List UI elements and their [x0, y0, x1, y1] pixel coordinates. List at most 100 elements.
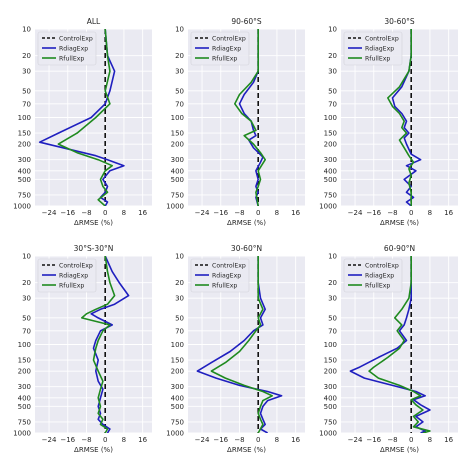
- y-tick-label: 70: [22, 327, 31, 335]
- legend-label-rdiagexp: RdiagExp: [212, 272, 241, 279]
- y-tick-label: 10: [22, 253, 31, 261]
- y-tick-label: 150: [18, 130, 31, 138]
- y-tick-label: 70: [22, 100, 31, 108]
- x-tick-label: 8: [122, 209, 126, 217]
- series-line-rfullexp: [387, 29, 415, 206]
- x-tick-label: 0: [409, 209, 413, 217]
- x-tick-label: 0: [103, 436, 107, 444]
- y-tick-label: 400: [18, 167, 31, 175]
- panel-title: 60-90°N: [384, 244, 415, 253]
- x-tick-label: −24: [42, 209, 57, 217]
- x-tick-label: −16: [366, 209, 381, 217]
- x-axis-label: ΔRMSE (%): [74, 219, 113, 227]
- x-tick-label: 8: [428, 209, 432, 217]
- y-tick-label: 400: [171, 167, 184, 175]
- x-axis-label: ΔRMSE (%): [227, 446, 266, 454]
- y-tick-label: 1000: [166, 203, 184, 211]
- x-tick-label: 16: [291, 209, 300, 217]
- y-tick-label: 750: [324, 191, 337, 199]
- legend: ControlExp RdiagExp RfullExp: [37, 31, 97, 66]
- legend-label-rfullexp: RfullExp: [365, 55, 390, 62]
- x-tick-label: −8: [234, 209, 244, 217]
- x-tick-label: −16: [60, 209, 75, 217]
- series-line-rfullexp: [368, 256, 431, 433]
- x-tick-label: −24: [348, 436, 363, 444]
- y-tick-label: 200: [324, 368, 337, 376]
- y-tick-label: 500: [324, 176, 337, 184]
- y-tick-label: 1000: [166, 430, 184, 438]
- y-tick-label: 100: [171, 341, 184, 349]
- y-tick-label: 30: [22, 295, 31, 303]
- y-tick-label: 10: [175, 26, 184, 34]
- legend-label-rfullexp: RfullExp: [59, 282, 84, 289]
- series-group: [234, 29, 266, 206]
- x-tick-label: −24: [348, 209, 363, 217]
- y-tick-label: 20: [328, 52, 337, 60]
- x-tick-label: 16: [444, 209, 453, 217]
- legend: ControlExp RdiagExp RfullExp: [343, 31, 403, 66]
- y-tick-label: 750: [324, 418, 337, 426]
- legend-label-rfullexp: RfullExp: [365, 282, 390, 289]
- legend: ControlExp RdiagExp RfullExp: [190, 31, 250, 66]
- x-tick-label: −16: [213, 436, 228, 444]
- y-tick-label: 50: [22, 87, 31, 95]
- legend: ControlExp RdiagExp RfullExp: [37, 258, 97, 293]
- legend-label-controlexp: ControlExp: [59, 35, 93, 42]
- series-group: [349, 256, 431, 433]
- y-tick-label: 50: [328, 314, 337, 322]
- legend-label-controlexp: ControlExp: [365, 262, 399, 269]
- legend-box: [37, 258, 97, 293]
- y-tick-label: 10: [328, 253, 337, 261]
- y-tick-label: 150: [171, 130, 184, 138]
- x-tick-label: −8: [81, 436, 91, 444]
- series-group: [387, 29, 422, 206]
- legend-box: [190, 31, 250, 66]
- y-tick-label: 50: [328, 87, 337, 95]
- panel-title: 30-60°N: [231, 244, 262, 253]
- legend-label-rfullexp: RfullExp: [212, 55, 237, 62]
- x-tick-label: 16: [138, 209, 147, 217]
- panel-title: 30-60°S: [384, 17, 415, 26]
- y-tick-label: 750: [171, 418, 184, 426]
- x-tick-label: −8: [81, 209, 91, 217]
- panel-title: 90-60°S: [231, 17, 262, 26]
- x-tick-label: −8: [387, 209, 397, 217]
- y-tick-label: 500: [18, 403, 31, 411]
- y-tick-label: 70: [328, 100, 337, 108]
- y-tick-label: 150: [324, 130, 337, 138]
- legend-box: [190, 258, 250, 293]
- y-tick-label: 50: [175, 314, 184, 322]
- legend: ControlExp RdiagExp RfullExp: [343, 258, 403, 293]
- legend-label-rdiagexp: RdiagExp: [365, 45, 394, 52]
- legend-label-controlexp: ControlExp: [59, 262, 93, 269]
- y-tick-label: 100: [18, 114, 31, 122]
- series-line-rdiagexp: [196, 256, 283, 433]
- y-tick-label: 200: [18, 368, 31, 376]
- y-tick-label: 200: [324, 141, 337, 149]
- series-line-rdiagexp: [238, 29, 264, 206]
- panel-title: ALL: [87, 17, 101, 26]
- legend-box: [343, 31, 403, 66]
- y-tick-label: 750: [18, 418, 31, 426]
- y-tick-label: 20: [175, 279, 184, 287]
- y-tick-label: 500: [18, 176, 31, 184]
- y-tick-label: 20: [22, 279, 31, 287]
- legend-label-controlexp: ControlExp: [212, 35, 246, 42]
- x-axis-label: ΔRMSE (%): [380, 219, 419, 227]
- y-tick-label: 30: [175, 68, 184, 76]
- legend-box: [37, 31, 97, 66]
- series-line-rfullexp: [210, 256, 273, 433]
- x-tick-label: 16: [291, 436, 300, 444]
- y-tick-label: 1000: [319, 203, 337, 211]
- y-tick-label: 10: [328, 26, 337, 34]
- x-tick-label: −8: [234, 436, 244, 444]
- y-tick-label: 30: [328, 68, 337, 76]
- x-tick-label: −16: [60, 436, 75, 444]
- x-tick-label: −8: [387, 436, 397, 444]
